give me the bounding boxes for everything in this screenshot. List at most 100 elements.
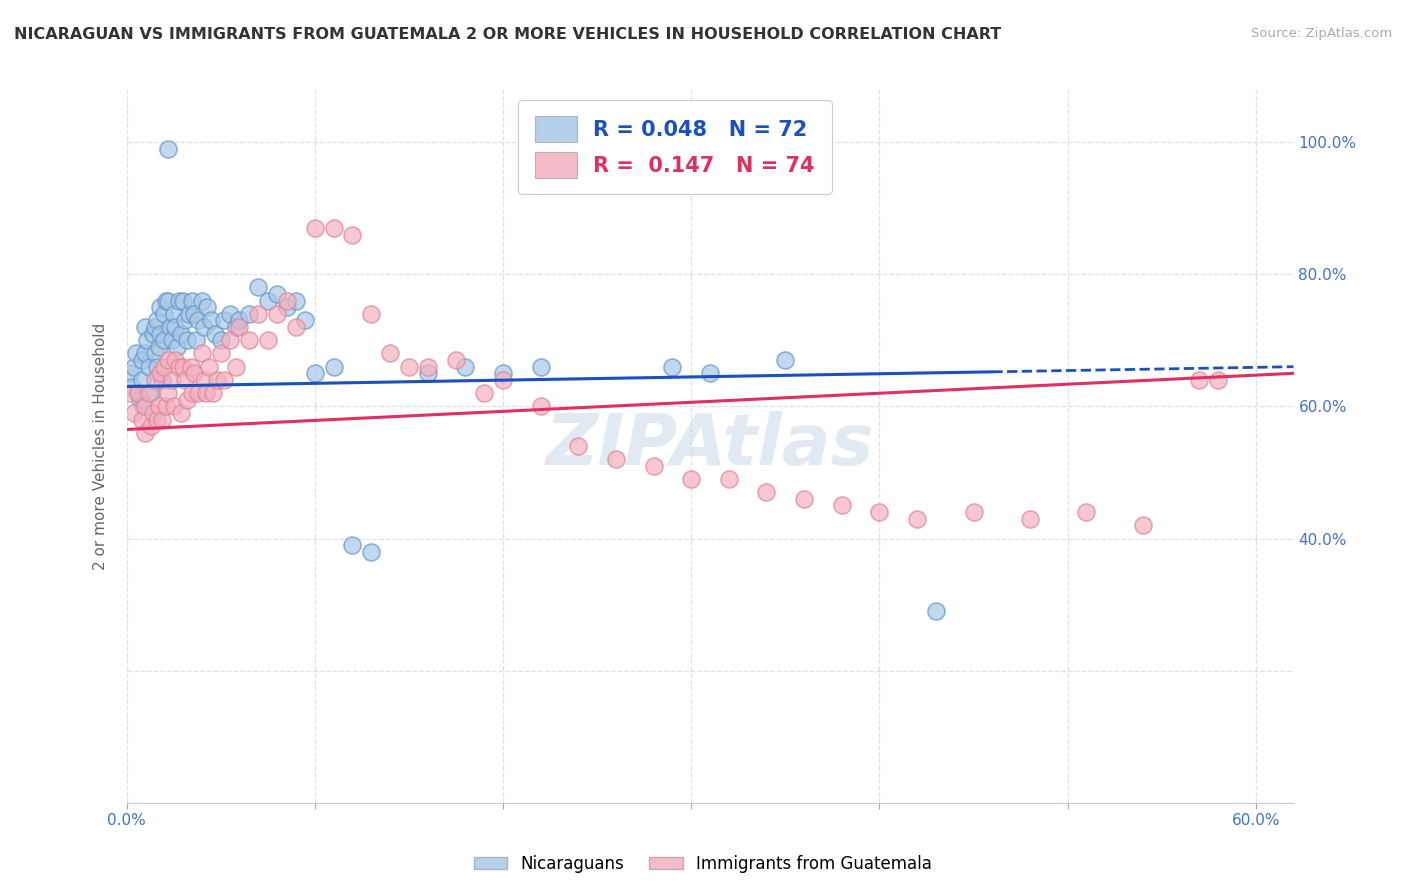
Point [134,320,156,334]
Point [167,359,190,374]
Point [191,293,214,308]
Point [205,373,228,387]
Point [138,359,160,374]
Point [342,227,364,242]
Point [176,333,198,347]
Point [156,142,179,156]
Point [120,386,142,401]
Point [148,340,170,354]
Point [284,293,307,308]
Point [398,359,420,374]
Point [160,373,183,387]
Text: Source: ZipAtlas.com: Source: ZipAtlas.com [1251,27,1392,40]
Point [139,386,162,401]
Point [454,359,477,374]
Point [266,307,288,321]
Point [266,287,288,301]
Point [304,221,326,235]
Point [187,313,209,327]
Point [530,400,553,414]
Point [131,353,153,368]
Point [472,386,495,401]
Point [162,307,184,321]
Point [1188,373,1211,387]
Point [755,485,778,500]
Point [181,386,204,401]
Point [125,346,148,360]
Point [681,472,703,486]
Point [294,313,316,327]
Point [360,545,382,559]
Point [492,367,515,381]
Text: ZIPAtlas: ZIPAtlas [546,411,875,481]
Point [145,313,167,327]
Point [717,472,740,486]
Point [166,340,188,354]
Y-axis label: 2 or more Vehicles in Household: 2 or more Vehicles in Household [93,322,108,570]
Point [416,367,439,381]
Point [530,359,553,374]
Point [134,425,156,440]
Point [1206,373,1229,387]
Point [256,333,278,347]
Point [191,346,214,360]
Point [122,359,145,374]
Point [200,313,222,327]
Point [209,333,232,347]
Point [905,511,928,525]
Point [155,400,177,414]
Legend: R = 0.048   N = 72, R =  0.147   N = 74: R = 0.048 N = 72, R = 0.147 N = 74 [519,100,831,194]
Point [284,320,307,334]
Legend: Nicaraguans, Immigrants from Guatemala: Nicaraguans, Immigrants from Guatemala [467,848,939,880]
Point [209,346,232,360]
Point [120,367,142,381]
Point [228,320,250,334]
Point [149,300,172,314]
Point [360,307,382,321]
Point [127,386,149,401]
Point [183,367,205,381]
Point [160,333,183,347]
Point [775,353,797,368]
Point [174,313,197,327]
Point [605,452,627,467]
Point [567,439,589,453]
Point [193,320,215,334]
Point [225,320,247,334]
Point [172,293,194,308]
Point [247,280,270,294]
Point [159,320,181,334]
Point [181,293,204,308]
Point [219,333,242,347]
Point [304,367,326,381]
Point [128,392,150,407]
Point [187,386,209,401]
Point [149,326,172,341]
Point [276,293,298,308]
Point [122,406,145,420]
Point [699,367,721,381]
Point [1132,518,1154,533]
Point [138,386,160,401]
Point [165,353,187,368]
Point [444,353,467,368]
Point [134,346,156,360]
Point [276,300,298,314]
Point [121,379,143,393]
Point [153,359,176,374]
Point [176,392,198,407]
Point [238,333,260,347]
Point [925,604,948,618]
Point [228,313,250,327]
Point [145,359,167,374]
Point [143,346,166,360]
Point [131,412,153,426]
Point [143,320,166,334]
Point [793,491,815,506]
Point [155,293,177,308]
Point [143,373,166,387]
Text: NICARAGUAN VS IMMIGRANTS FROM GUATEMALA 2 OR MORE VEHICLES IN HOUSEHOLD CORRELAT: NICARAGUAN VS IMMIGRANTS FROM GUATEMALA … [14,27,1001,42]
Point [134,400,156,414]
Point [256,293,278,308]
Point [342,538,364,552]
